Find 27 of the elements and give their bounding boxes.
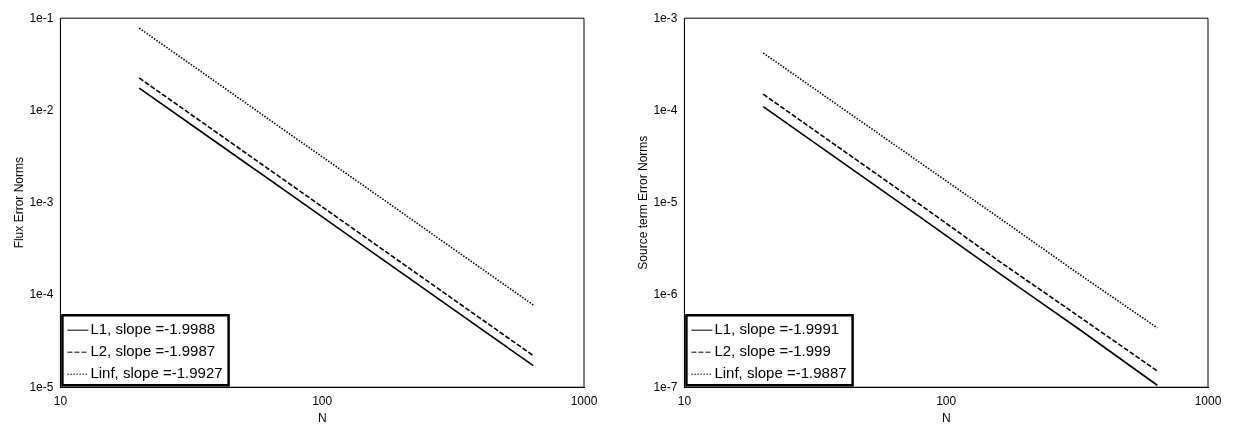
- legend-label: Linf, slope =-1.9927: [90, 364, 223, 382]
- x-tick-label: 1000: [570, 393, 598, 408]
- x-tick-label: 1000: [1194, 393, 1222, 408]
- legend-label: L1, slope =-1.9988: [90, 320, 216, 338]
- y-tick-label: 1e-3: [29, 195, 54, 210]
- x-tick-label: 100: [312, 393, 333, 408]
- y-tick-label: 1e-6: [653, 287, 678, 302]
- y-tick-label: 1e-5: [653, 195, 678, 210]
- x-tick-label: 100: [936, 393, 957, 408]
- y-tick-label: 1e-1: [29, 10, 54, 25]
- y-tick-label: 1e-3: [653, 10, 678, 25]
- legend-label: Linf, slope =-1.9887: [714, 364, 847, 382]
- y-axis-title: Source term Error Norms: [635, 135, 650, 270]
- y-tick-label: 1e-2: [29, 102, 54, 117]
- legend-label: L2, slope =-1.9987: [90, 342, 216, 360]
- y-tick-label: 1e-4: [29, 287, 54, 302]
- y-tick-label: 1e-7: [653, 379, 678, 394]
- y-tick-label: 1e-4: [653, 102, 678, 117]
- legend-label: L1, slope =-1.9991: [714, 320, 840, 338]
- line-series: [138, 27, 535, 306]
- y-axis-title: Flux Error Norms: [11, 157, 26, 249]
- x-tick-label: 10: [677, 393, 692, 408]
- y-tick-label: 1e-5: [29, 379, 54, 394]
- x-axis-title: N: [941, 411, 951, 426]
- legend-label: L2, slope =-1.999: [714, 342, 831, 360]
- x-axis-title: N: [317, 411, 327, 426]
- x-tick-label: 10: [53, 393, 68, 408]
